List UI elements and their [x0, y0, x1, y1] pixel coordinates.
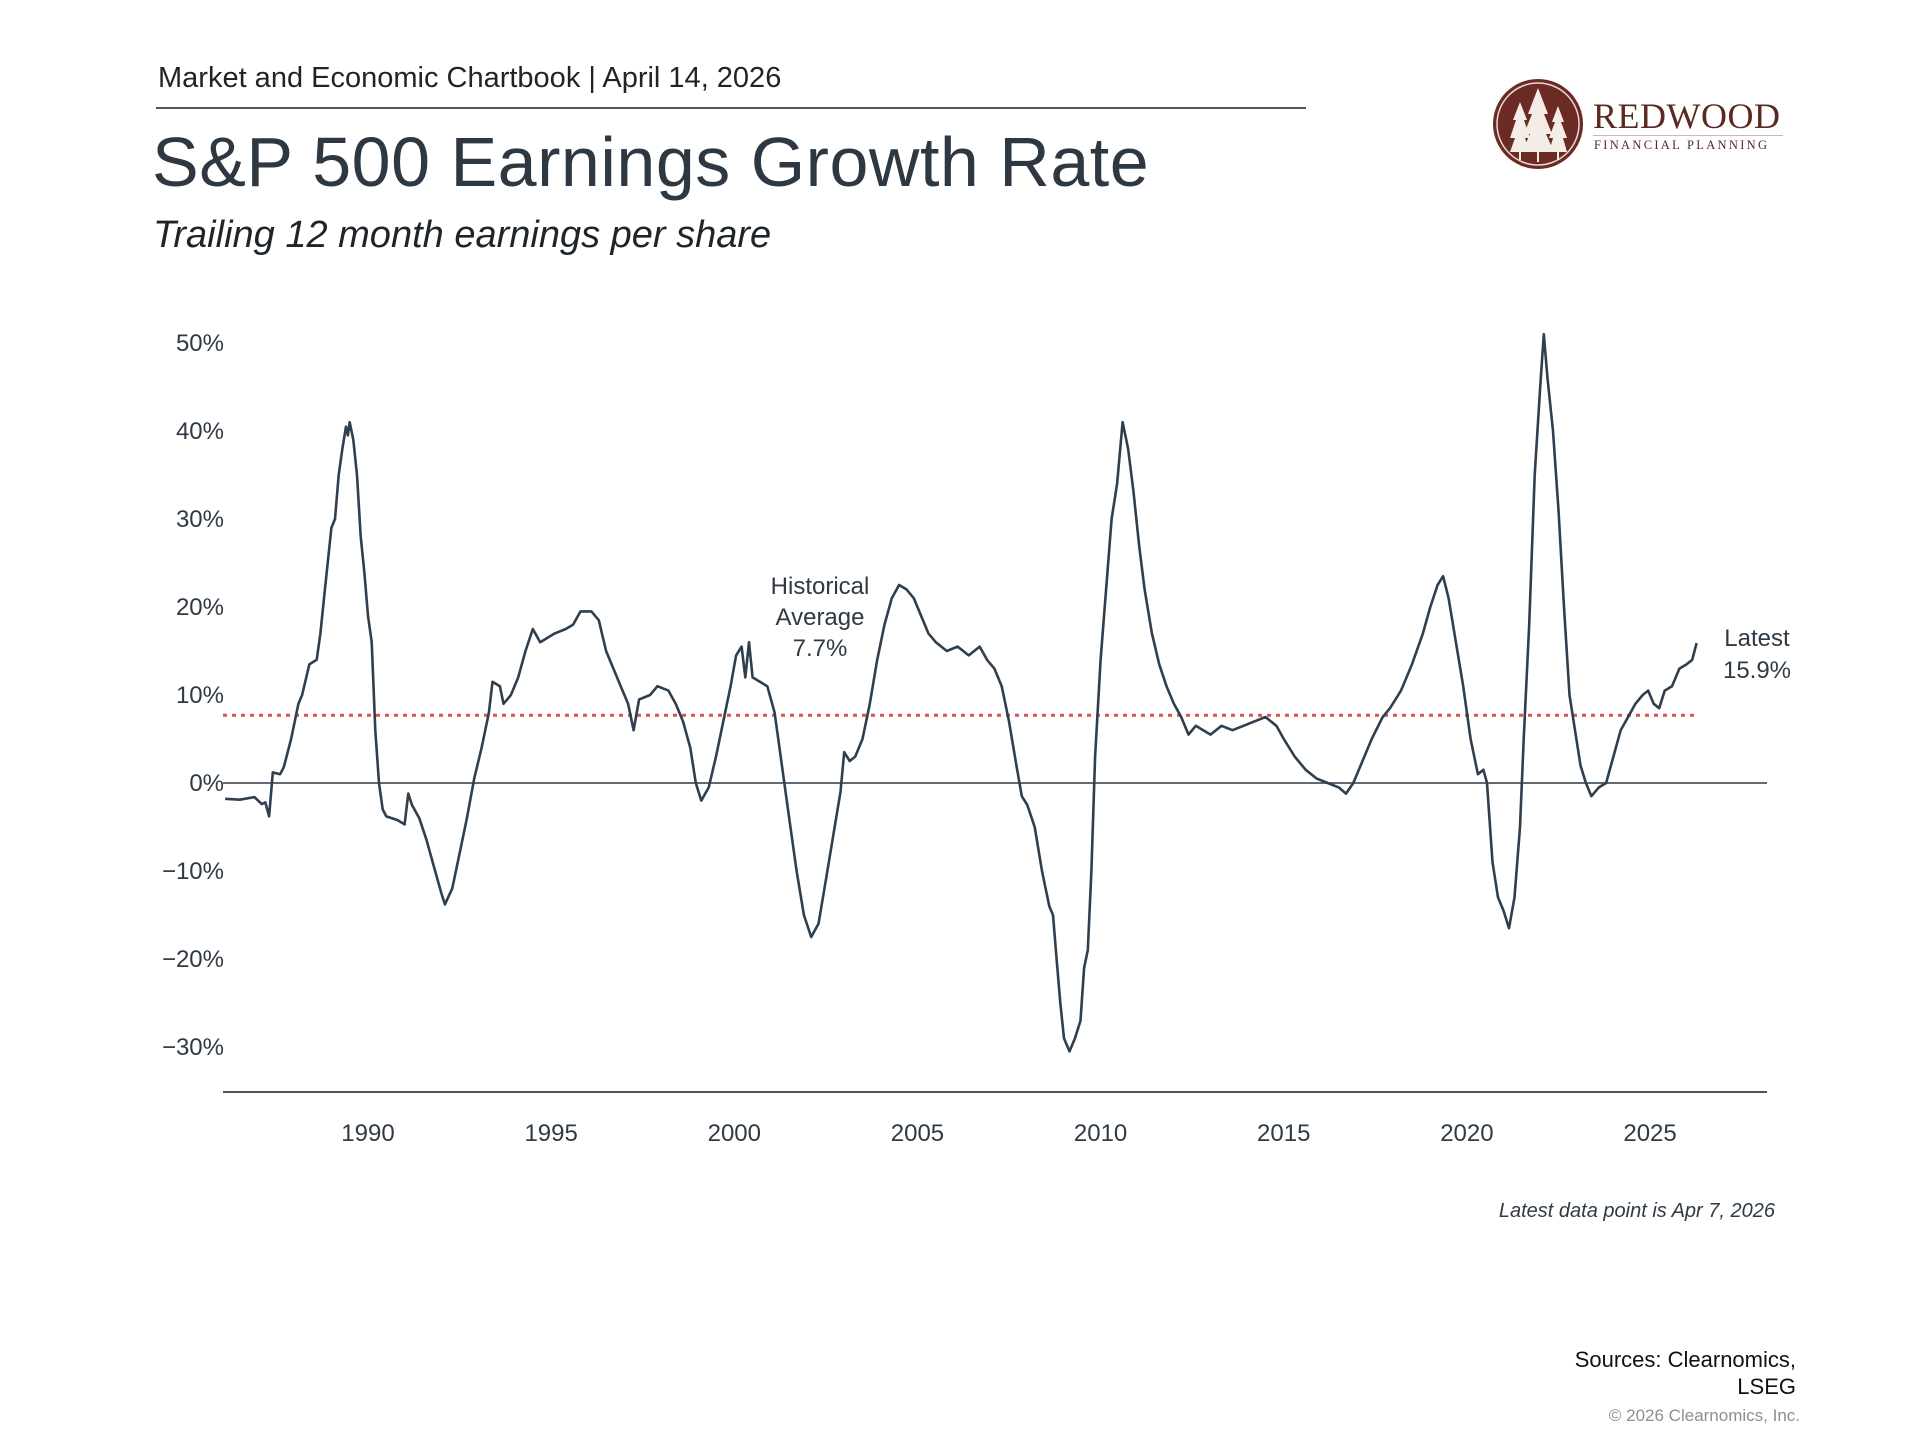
- y-tick-label: −10%: [162, 858, 224, 885]
- historical-average-label: Historical Average 7.7%: [771, 573, 870, 662]
- latest-label-line: Latest: [1724, 625, 1790, 652]
- copyright: © 2026 Clearnomics, Inc.: [1608, 1406, 1800, 1425]
- y-tick-label: −30%: [162, 1034, 224, 1061]
- chartbook-header: Market and Economic Chartbook | April 14…: [158, 62, 782, 94]
- y-tick-label: 10%: [176, 682, 224, 709]
- header-divider: [156, 107, 1306, 109]
- y-tick-label: 20%: [176, 594, 224, 621]
- redwood-trees-icon: [1493, 79, 1583, 169]
- x-axis-ticks: 1990 1995 2000 2005 2010 2015 2020 2025: [341, 1120, 1676, 1147]
- latest-label-line: 15.9%: [1723, 657, 1791, 684]
- y-tick-label: 40%: [176, 418, 224, 445]
- latest-data-note: Latest data point is Apr 7, 2026: [1498, 1200, 1775, 1222]
- x-tick-label: 1990: [341, 1120, 394, 1147]
- y-tick-label: −20%: [162, 946, 224, 973]
- sources-line-1: Sources: Clearnomics,: [1574, 1347, 1796, 1372]
- page-title: S&P 500 Earnings Growth Rate: [152, 123, 1150, 201]
- x-tick-label: 1995: [524, 1120, 577, 1147]
- historical-average-label-line: 7.7%: [793, 635, 848, 662]
- latest-value-label: Latest 15.9%: [1723, 625, 1791, 684]
- sources-line-2: LSEG: [1737, 1374, 1796, 1399]
- y-tick-label: 0%: [189, 770, 224, 797]
- y-tick-label: 30%: [176, 506, 224, 533]
- logo-tagline: FINANCIAL PLANNING: [1594, 138, 1770, 152]
- page-subtitle: Trailing 12 month earnings per share: [153, 214, 772, 256]
- logo-wordmark: REDWOOD: [1593, 96, 1781, 136]
- y-tick-label: 50%: [176, 330, 224, 357]
- historical-average-label-line: Average: [776, 604, 865, 631]
- logo-divider: [1593, 135, 1783, 136]
- y-axis-ticks: 50% 40% 30% 20% 10% 0% −10% −20% −30%: [162, 330, 224, 1061]
- x-tick-label: 2020: [1440, 1120, 1493, 1147]
- redwood-logo: REDWOOD FINANCIAL PLANNING: [1492, 78, 1792, 170]
- x-tick-label: 2025: [1623, 1120, 1676, 1147]
- x-tick-label: 2015: [1257, 1120, 1310, 1147]
- x-tick-label: 2000: [708, 1120, 761, 1147]
- sources: Sources: Clearnomics, LSEG: [1575, 1346, 1796, 1400]
- historical-average-label-line: Historical: [771, 573, 870, 600]
- x-tick-label: 2010: [1074, 1120, 1127, 1147]
- earnings-growth-line: [225, 332, 1698, 1053]
- x-tick-label: 2005: [891, 1120, 944, 1147]
